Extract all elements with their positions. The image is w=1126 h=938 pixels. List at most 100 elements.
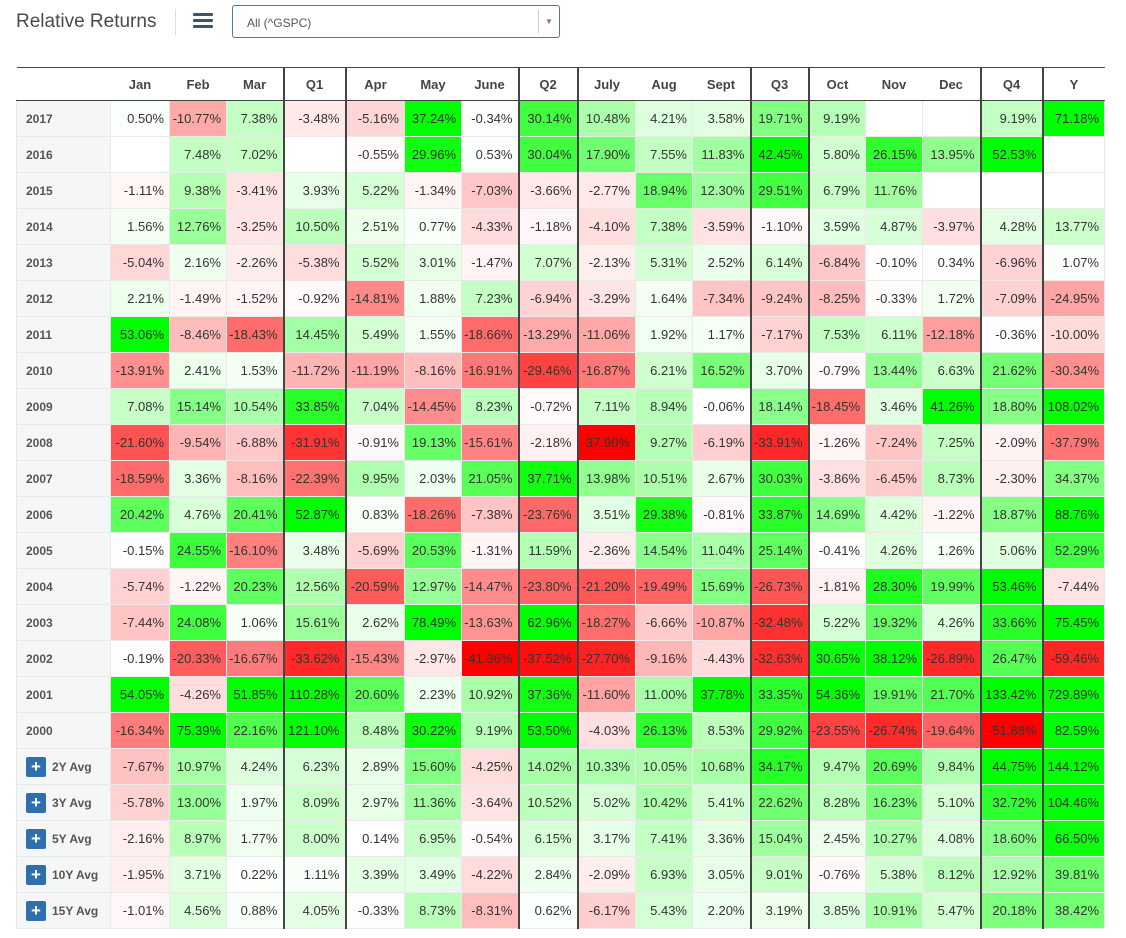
table-cell: 3.93% bbox=[282, 172, 347, 209]
table-row: 2011 53.06% -8.46% -18.43% 14.45% 5.49% 1.55% -… bbox=[16, 316, 1105, 353]
table-cell: -32.48% bbox=[749, 604, 810, 641]
plus-icon[interactable]: + bbox=[26, 828, 46, 849]
table-cell: -1.10% bbox=[749, 208, 810, 245]
table-cell: -6.84% bbox=[808, 244, 866, 281]
table-cell: -33.62% bbox=[282, 640, 347, 677]
table-cell: -3.66% bbox=[517, 172, 579, 209]
table-cell: 17.90% bbox=[577, 136, 636, 173]
relative-returns-table: Jan Feb Mar Q1 Apr May June Q2 July Aug Sept Q3 Oct N… bbox=[16, 67, 1105, 929]
table-cell: 8.94% bbox=[635, 388, 693, 425]
table-cell: 2.67% bbox=[692, 460, 752, 497]
table-cell: 0.77% bbox=[404, 208, 462, 245]
table-cell bbox=[922, 172, 982, 209]
table-cell: 52.53% bbox=[979, 136, 1044, 173]
table-cell: 34.37% bbox=[1042, 460, 1105, 497]
table-row: 2014 1.56% 12.76% -3.25% 10.50% 2.51% 0.77% -4.… bbox=[16, 208, 1105, 245]
table-cell: 9.84% bbox=[922, 748, 982, 785]
table-cell: 62.96% bbox=[517, 604, 579, 641]
table-cell: 21.62% bbox=[979, 352, 1044, 389]
table-cell: 3.39% bbox=[345, 856, 405, 893]
table-cell: 5.10% bbox=[922, 784, 982, 821]
table-cell: 38.42% bbox=[1042, 892, 1105, 929]
plus-icon[interactable]: + bbox=[26, 792, 46, 813]
table-cell: 6.63% bbox=[922, 352, 982, 389]
table-cell: -0.19% bbox=[110, 640, 170, 677]
table-cell: -16.67% bbox=[226, 640, 285, 677]
table-row: 2008 -21.60% -9.54% -6.88% -31.91% -0.91% 19.1… bbox=[16, 424, 1105, 461]
table-cell: -18.27% bbox=[577, 604, 636, 641]
table-cell: -7.67% bbox=[110, 748, 170, 785]
table-cell: -4.33% bbox=[461, 208, 520, 245]
plus-icon[interactable]: + bbox=[26, 864, 46, 885]
table-cell: -7.38% bbox=[461, 496, 520, 533]
table-cell: 9.38% bbox=[169, 172, 227, 209]
table-cell: 20.18% bbox=[979, 892, 1044, 929]
table-cell: 2.97% bbox=[345, 784, 405, 821]
table-cell: 104.46% bbox=[1042, 784, 1105, 821]
column-header-june: June bbox=[461, 67, 520, 101]
table-cell: 3.17% bbox=[577, 820, 636, 857]
page-header: Relative Returns All (^GSPC) ▼ bbox=[0, 0, 1126, 46]
table-cell: 11.00% bbox=[635, 676, 693, 713]
table-cell: -1.52% bbox=[226, 280, 285, 317]
table-cell: -2.18% bbox=[517, 424, 579, 461]
table-cell: 3.01% bbox=[404, 244, 462, 281]
row-header-year: 2012 bbox=[16, 280, 111, 317]
header-corner bbox=[16, 67, 111, 101]
table-cell: -0.33% bbox=[865, 280, 923, 317]
table-cell: -4.22% bbox=[461, 856, 520, 893]
table-cell: -41.36% bbox=[461, 640, 520, 677]
table-row: +2Y Avg -7.67% 10.97% 4.24% 6.23% 2.89% 15.60%… bbox=[16, 748, 1105, 785]
table-cell: 121.10% bbox=[282, 712, 347, 749]
table-cell: 11.76% bbox=[865, 172, 923, 209]
table-cell: 12.30% bbox=[692, 172, 752, 209]
table-cell: -37.79% bbox=[1042, 424, 1105, 461]
table-cell: 1.72% bbox=[922, 280, 982, 317]
table-cell: -3.97% bbox=[922, 208, 982, 245]
table-row: 2001 54.05% -4.26% 51.85% 110.28% 20.60% 2.23%… bbox=[16, 676, 1105, 713]
table-cell: -33.91% bbox=[749, 424, 810, 461]
table-cell: 10.50% bbox=[282, 208, 347, 245]
row-header-average[interactable]: +3Y Avg bbox=[16, 784, 111, 821]
table-cell: -0.10% bbox=[865, 244, 923, 281]
row-header-average[interactable]: +2Y Avg bbox=[16, 748, 111, 785]
table-cell: 2.62% bbox=[345, 604, 405, 641]
row-header-average[interactable]: +10Y Avg bbox=[16, 856, 111, 893]
plus-icon[interactable]: + bbox=[26, 900, 46, 921]
table-cell: -1.31% bbox=[461, 532, 520, 569]
table-cell: 19.13% bbox=[404, 424, 462, 461]
table-cell: -1.81% bbox=[808, 568, 866, 605]
table-cell bbox=[922, 100, 982, 137]
column-header-y: Y bbox=[1042, 67, 1105, 101]
table-cell: -31.91% bbox=[282, 424, 347, 461]
table-cell: -3.64% bbox=[461, 784, 520, 821]
table-cell: 1.17% bbox=[692, 316, 752, 353]
table-cell: 78.49% bbox=[404, 604, 462, 641]
table-cell: 1.07% bbox=[1042, 244, 1105, 281]
table-cell: -18.66% bbox=[461, 316, 520, 353]
table-cell: -16.34% bbox=[110, 712, 170, 749]
average-label: 5Y Avg bbox=[52, 831, 92, 846]
row-header-year: 2004 bbox=[16, 568, 111, 605]
table-cell: 1.56% bbox=[110, 208, 170, 245]
row-header-average[interactable]: +5Y Avg bbox=[16, 820, 111, 857]
table-cell: -8.16% bbox=[226, 460, 285, 497]
table-row: 2003 -7.44% 24.08% 1.06% 15.61% 2.62% 78.49% -1… bbox=[16, 604, 1105, 641]
table-cell: -8.46% bbox=[169, 316, 227, 353]
average-label: 2Y Avg bbox=[52, 759, 92, 774]
hamburger-menu-icon[interactable] bbox=[193, 13, 213, 29]
table-cell: -18.59% bbox=[110, 460, 170, 497]
caret-down-icon[interactable]: ▼ bbox=[538, 10, 559, 33]
table-cell: -6.66% bbox=[635, 604, 693, 641]
table-cell: 9.47% bbox=[808, 748, 866, 785]
table-cell: -4.25% bbox=[461, 748, 520, 785]
table-cell: 42.45% bbox=[749, 136, 810, 173]
plus-icon[interactable]: + bbox=[26, 756, 46, 777]
table-cell: 4.26% bbox=[922, 604, 982, 641]
table-cell: 1.11% bbox=[282, 856, 347, 893]
table-cell: 29.96% bbox=[404, 136, 462, 173]
table-cell: 10.54% bbox=[226, 388, 285, 425]
table-cell: 3.36% bbox=[169, 460, 227, 497]
row-header-average[interactable]: +15Y Avg bbox=[16, 892, 111, 929]
symbol-select[interactable]: All (^GSPC) ▼ bbox=[232, 5, 560, 38]
